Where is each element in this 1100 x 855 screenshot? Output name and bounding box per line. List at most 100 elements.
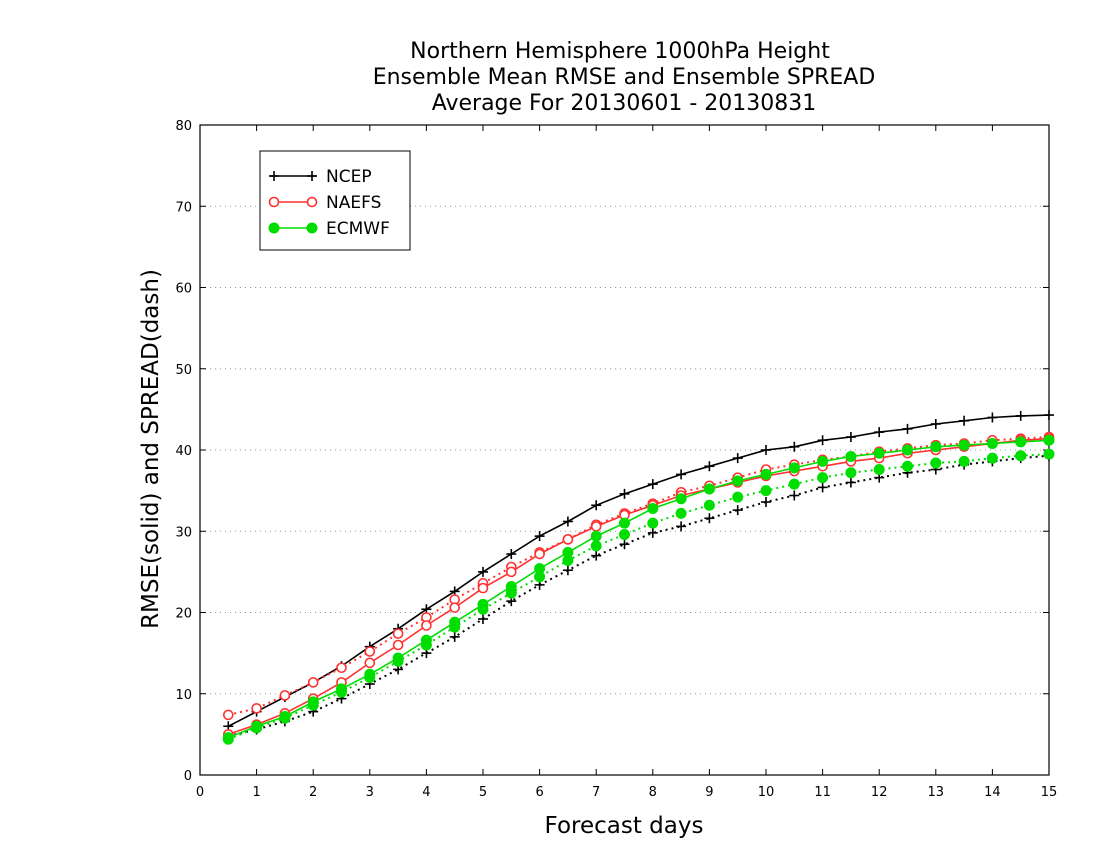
ncep-rmse-point-22 [845, 432, 856, 442]
legend-marker-right-ecmwf [306, 222, 318, 234]
ecmwf-rmse-point-12 [562, 546, 574, 558]
ecmwf-rmse-point-21 [817, 455, 829, 467]
x-tick-label-1: 1 [252, 785, 260, 800]
x-tick-label-6: 6 [535, 785, 543, 800]
ecmwf-rmse-point-0 [222, 732, 234, 744]
ecmwf-rmse-point-9 [477, 598, 489, 610]
ncep-spread-point-15 [647, 527, 658, 538]
ncep-spread-point-18 [732, 505, 743, 516]
ecmwf-rmse-point-13 [590, 530, 602, 542]
ecmwf-rmse-point-16 [675, 493, 687, 505]
legend-marker-right-naefs [306, 196, 318, 208]
ecmwf-rmse-point-8 [449, 616, 461, 628]
x-axis-label: Forecast days [545, 813, 704, 839]
ncep-rmse-point-20 [789, 441, 800, 452]
ncep-spread-point-22 [845, 477, 856, 488]
ecmwf-rmse-point-4 [336, 683, 347, 695]
legend: NCEP NAEFS ECMWF [259, 150, 411, 251]
x-tick-label-2: 2 [309, 785, 317, 800]
legend-marker-right-ncep [307, 171, 317, 181]
ecmwf-spread-point-25 [930, 457, 942, 469]
ncep-spread-point-8 [449, 631, 460, 642]
legend-box [259, 150, 411, 251]
ecmwf-spread-point-13 [590, 540, 602, 552]
ncep-rmse-point-19 [761, 445, 771, 455]
ncep-spread-point-17 [704, 513, 715, 524]
ecmwf-rmse-point-28 [1015, 436, 1027, 448]
naefs-rmse-point-13 [590, 521, 602, 532]
x-tick-label-13: 13 [928, 785, 945, 800]
ecmwf-spread-point-15 [647, 517, 659, 529]
y-tick-label-80: 80 [175, 119, 192, 134]
ecmwf-rmse-point-26 [958, 439, 970, 451]
y-tick-label-50: 50 [175, 363, 192, 378]
ecmwf-spread-point-22 [845, 467, 857, 479]
ncep-spread-point-16 [676, 521, 687, 532]
legend-label-ecmwf: ECMWF [326, 219, 390, 239]
title-line-2: Ensemble Mean RMSE and Ensemble SPREAD [373, 65, 876, 90]
title-line-1: Northern Hemisphere 1000hPa Height [410, 39, 830, 64]
ncep-rmse-point-13 [591, 500, 602, 511]
ncep-rmse-line [227, 414, 1050, 728]
y-tick-label-60: 60 [175, 282, 192, 297]
naefs-rmse-point-8 [449, 602, 461, 613]
ecmwf-spread-point-26 [958, 455, 970, 467]
ecmwf-rmse-point-20 [788, 462, 800, 474]
ncep-spread-point-13 [591, 550, 602, 561]
ncep-rmse-point-29 [1044, 410, 1054, 421]
naefs-spread-point-2 [279, 690, 291, 701]
x-tick-label-14: 14 [984, 785, 1001, 800]
y-axis-label: RMSE(solid) and SPREAD(dash) [138, 269, 164, 629]
x-tick-label-7: 7 [592, 785, 600, 800]
ecmwf-rmse-point-29 [1043, 434, 1055, 446]
ncep-spread-point-20 [789, 490, 800, 501]
ecmwf-spread-point-29 [1043, 448, 1055, 460]
naefs-rmse-point-12 [562, 534, 574, 545]
ncep-rmse-point-15 [647, 479, 658, 490]
ecmwf-rmse-point-10 [505, 581, 517, 592]
ncep-rmse-point-16 [676, 469, 687, 480]
y-tick-label-0: 0 [184, 769, 192, 784]
naefs-spread-point-6 [392, 628, 404, 639]
ecmwf-rmse-point-23 [873, 447, 885, 459]
legend-label-naefs: NAEFS [326, 193, 381, 213]
title-line-3: Average For 20130601 - 20130831 [432, 91, 817, 116]
x-tick-label-10: 10 [758, 785, 775, 800]
ecmwf-rmse-point-5 [364, 668, 376, 680]
naefs-spread-line [228, 436, 1050, 716]
naefs-rmse-point-7 [421, 620, 432, 631]
ecmwf-rmse-point-2 [279, 711, 291, 722]
ncep-rmse-point-26 [959, 415, 970, 426]
chart-title: Northern Hemisphere 1000hPa Height Ensem… [373, 39, 876, 116]
ncep-rmse-point-23 [874, 427, 885, 438]
y-tick-label-10: 10 [175, 688, 192, 703]
naefs-rmse-line [228, 437, 1050, 736]
ncep-spread-point-9 [478, 614, 488, 624]
naefs-rmse-point-6 [392, 639, 404, 651]
ecmwf-spread-point-18 [732, 491, 744, 503]
ncep-rmse-point-28 [1015, 410, 1026, 421]
ncep-spread-point-21 [817, 482, 828, 493]
naefs-rmse-point-10 [505, 566, 517, 578]
naefs-spread-point-0 [223, 709, 234, 721]
naefs-spread-point-3 [307, 677, 319, 688]
ecmwf-rmse-point-15 [647, 503, 659, 514]
y-tick-label-70: 70 [175, 200, 192, 215]
ncep-rmse-point-27 [987, 412, 998, 423]
ecmwf-spread-line [227, 453, 1050, 741]
ncep-rmse-point-10 [506, 549, 517, 559]
x-tick-label-11: 11 [814, 785, 831, 800]
ecmwf-spread-point-20 [788, 478, 800, 490]
ecmwf-rmse-point-27 [986, 438, 998, 449]
naefs-rmse-point-9 [477, 582, 489, 594]
ecmwf-spread-point-21 [817, 472, 829, 484]
ecmwf-rmse-point-22 [845, 451, 857, 462]
ncep-rmse-point-9 [478, 566, 488, 577]
ncep-spread-point-12 [562, 565, 573, 576]
ecmwf-rmse-point-14 [619, 517, 630, 529]
ncep-rmse-point-18 [732, 453, 743, 464]
ncep-rmse-point-11 [534, 531, 545, 542]
ecmwf-rmse-line [228, 439, 1050, 739]
ecmwf-spread-point-19 [760, 485, 772, 497]
